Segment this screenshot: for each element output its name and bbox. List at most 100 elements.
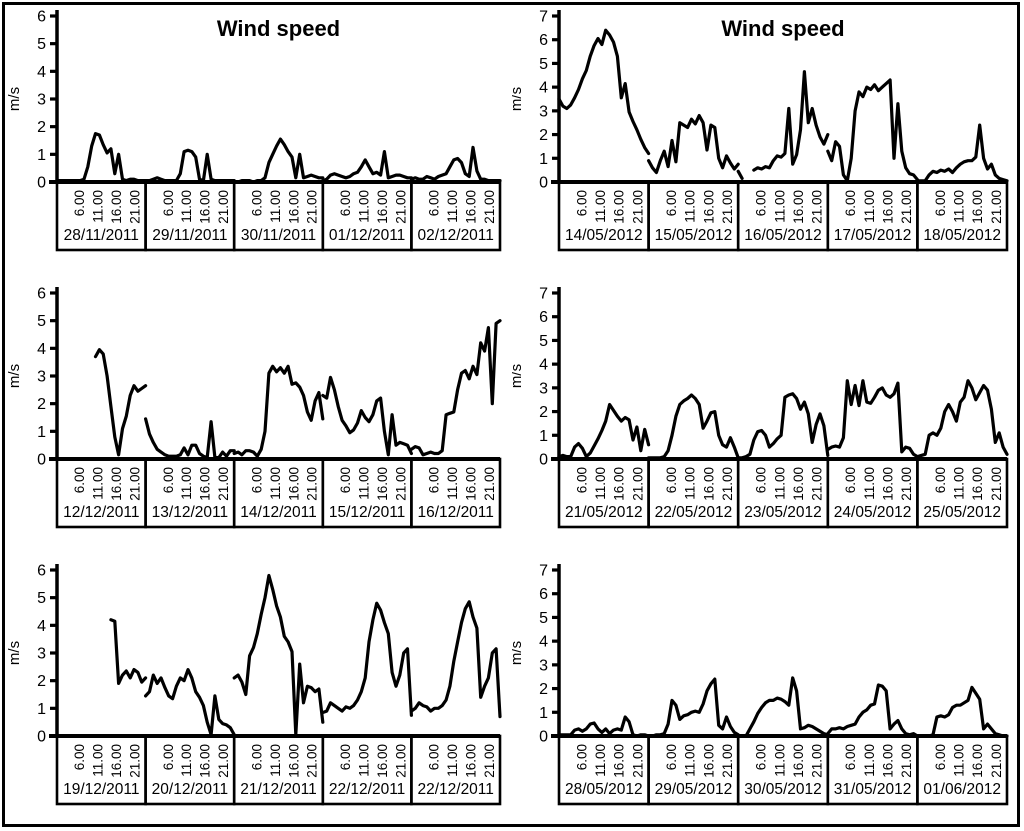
- y-tick-label: 0: [37, 175, 46, 192]
- time-tick-label: 11.00: [862, 467, 877, 500]
- time-tick-label: 21.00: [899, 190, 914, 224]
- date-label: 22/12/2011: [417, 781, 493, 798]
- time-tick-label: 11.00: [268, 190, 283, 223]
- wind-speed-line: [826, 683, 919, 738]
- date-label: 19/12/2011: [63, 781, 139, 798]
- date-label: 30/05/2012: [744, 781, 822, 798]
- time-tick-label: 21.00: [810, 467, 825, 501]
- time-tick-label: 16.00: [612, 744, 627, 778]
- time-tick-label: 11.00: [683, 467, 698, 500]
- time-tick-label: 21.00: [393, 190, 408, 224]
- y-tick-label: 4: [37, 64, 46, 81]
- y-tick-label: 3: [37, 646, 46, 663]
- time-tick-label: 6.00: [933, 744, 948, 770]
- time-tick-label: 16.00: [198, 467, 213, 501]
- time-tick-label: 16.00: [791, 744, 806, 778]
- time-tick-label: 21.00: [128, 744, 143, 778]
- y-tick-label: 2: [37, 119, 46, 136]
- y-tick-label: 3: [539, 103, 548, 120]
- time-tick-label: 21.00: [630, 467, 645, 501]
- time-tick-label: 16.00: [286, 744, 301, 778]
- time-tick-label: 16.00: [701, 744, 716, 778]
- day-cell: [410, 457, 502, 529]
- day-cell: [916, 180, 1009, 252]
- time-tick-label: 21.00: [482, 744, 497, 778]
- y-tick-label: 4: [539, 357, 548, 374]
- date-label: 01/12/2011: [329, 227, 405, 244]
- time-tick-label: 16.00: [970, 467, 985, 501]
- time-tick-label: 11.00: [951, 467, 966, 500]
- y-tick-label: 1: [37, 147, 46, 164]
- wind-speed-line: [409, 600, 502, 719]
- y-axis-label: m/s: [512, 641, 525, 665]
- date-label: 29/11/2011: [152, 227, 227, 244]
- time-tick-label: 21.00: [720, 190, 735, 224]
- date-label: 28/11/2011: [64, 227, 139, 244]
- date-label: 16/05/2012: [744, 227, 822, 244]
- date-label: 22/12/2011: [329, 781, 405, 798]
- time-tick-label: 16.00: [970, 744, 985, 778]
- time-tick-label: 16.00: [612, 190, 627, 224]
- time-tick-label: 6.00: [664, 744, 679, 770]
- time-tick-label: 16.00: [109, 190, 124, 224]
- wind-speed-line: [736, 676, 830, 738]
- time-tick-label: 11.00: [593, 744, 608, 777]
- y-axis-label: m/s: [6, 364, 23, 388]
- y-tick-label: 6: [37, 563, 46, 580]
- time-tick-label: 16.00: [881, 744, 896, 778]
- y-tick-label: 1: [539, 705, 548, 722]
- y-tick-label: 0: [539, 175, 548, 192]
- time-tick-label: 6.00: [843, 190, 858, 216]
- wind-speed-line: [647, 677, 740, 738]
- y-tick-label: 5: [539, 333, 548, 350]
- wind-speed-line: [915, 685, 1009, 738]
- time-tick-label: 21.00: [720, 467, 735, 501]
- time-tick-label: 21.00: [899, 467, 914, 501]
- time-tick-label: 21.00: [720, 744, 735, 778]
- date-label: 13/12/2011: [152, 504, 228, 521]
- time-tick-label: 6.00: [664, 190, 679, 216]
- date-label: 22/05/2012: [655, 504, 733, 521]
- time-tick-label: 21.00: [393, 467, 408, 501]
- y-axis-label: m/s: [6, 641, 23, 665]
- date-label: 17/05/2012: [834, 227, 912, 244]
- time-tick-label: 6.00: [754, 467, 769, 493]
- time-tick-label: 6.00: [249, 467, 264, 493]
- wind-speed-line: [915, 123, 1009, 183]
- time-tick-label: 21.00: [128, 190, 143, 224]
- date-label: 15/05/2012: [655, 227, 733, 244]
- time-tick-label: 11.00: [862, 190, 877, 223]
- time-tick-label: 16.00: [375, 744, 390, 778]
- time-tick-label: 16.00: [791, 467, 806, 501]
- y-tick-label: 5: [37, 313, 46, 330]
- date-label: 21/12/2011: [240, 781, 316, 798]
- date-label: 31/05/2012: [834, 781, 912, 798]
- time-tick-label: 11.00: [91, 467, 106, 500]
- y-tick-label: 1: [539, 428, 548, 445]
- y-tick-label: 6: [539, 32, 548, 49]
- time-tick-label: 11.00: [593, 190, 608, 223]
- time-tick-label: 11.00: [179, 744, 194, 777]
- time-tick-label: 6.00: [427, 744, 442, 770]
- time-tick-label: 6.00: [72, 467, 87, 493]
- y-tick-label: 6: [37, 9, 46, 26]
- y-tick-label: 4: [37, 341, 46, 358]
- y-tick-label: 5: [37, 590, 46, 607]
- y-tick-label: 7: [539, 563, 548, 580]
- y-tick-label: 5: [539, 610, 548, 627]
- time-tick-label: 21.00: [305, 744, 320, 778]
- y-tick-label: 3: [37, 369, 46, 386]
- y-tick-label: 3: [539, 657, 548, 674]
- time-tick-label: 16.00: [463, 190, 478, 224]
- time-tick-label: 11.00: [683, 744, 698, 777]
- date-label: 02/12/2011: [417, 227, 493, 244]
- time-tick-label: 11.00: [445, 467, 460, 500]
- time-tick-label: 11.00: [683, 190, 698, 223]
- time-tick-label: 16.00: [198, 744, 213, 778]
- wind-speed-line: [144, 668, 236, 737]
- time-tick-label: 16.00: [286, 467, 301, 501]
- time-tick-label: 21.00: [630, 744, 645, 778]
